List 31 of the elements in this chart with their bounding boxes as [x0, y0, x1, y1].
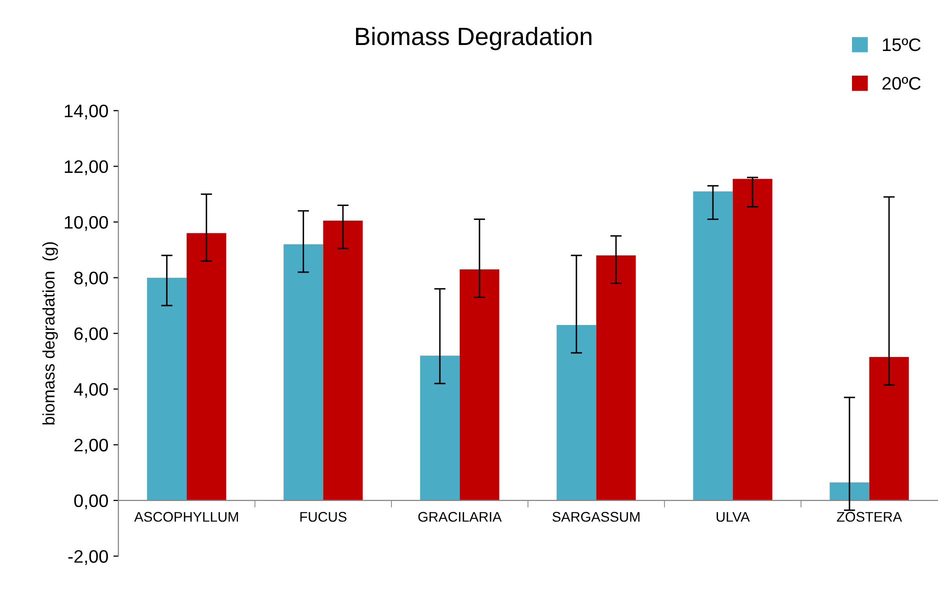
x-tick-label: SARGASSUM	[552, 512, 640, 522]
bar	[147, 278, 187, 500]
x-tick-label: GRACILARIA	[418, 512, 502, 522]
bar	[869, 357, 909, 500]
chart-title: Biomass Degradation	[356, 26, 592, 50]
bar	[693, 191, 733, 500]
y-tick-label: 2,00	[74, 438, 108, 454]
x-tick-label: ZOSTERA	[836, 512, 902, 522]
bar	[732, 178, 772, 500]
bar	[596, 255, 636, 500]
bar	[460, 269, 500, 500]
y-tick-label: 0,00	[74, 494, 108, 510]
y-tick-label: 4,00	[74, 383, 108, 398]
y-tick-label: -2,00	[68, 550, 108, 565]
y-tick-label: 14,00	[64, 104, 108, 120]
y-tick-label: 10,00	[64, 216, 108, 231]
bar	[420, 356, 460, 500]
y-tick-label: 12,00	[64, 160, 108, 176]
legend-label: 20ºC	[882, 76, 921, 90]
x-tick-label: ASCOPHYLLUM	[134, 512, 238, 522]
x-tick-label: FUCUS	[300, 512, 346, 522]
y-axis-title: biomass degradation (g)	[42, 242, 58, 424]
y-tick-label: 6,00	[74, 327, 108, 342]
bar	[186, 233, 226, 500]
x-tick-label: ULVA	[716, 512, 750, 522]
y-tick-label: 8,00	[74, 272, 108, 287]
legend-label: 15ºC	[882, 38, 921, 52]
bar	[284, 244, 324, 500]
bar	[323, 220, 363, 500]
bar	[830, 482, 870, 500]
bar	[556, 325, 596, 500]
